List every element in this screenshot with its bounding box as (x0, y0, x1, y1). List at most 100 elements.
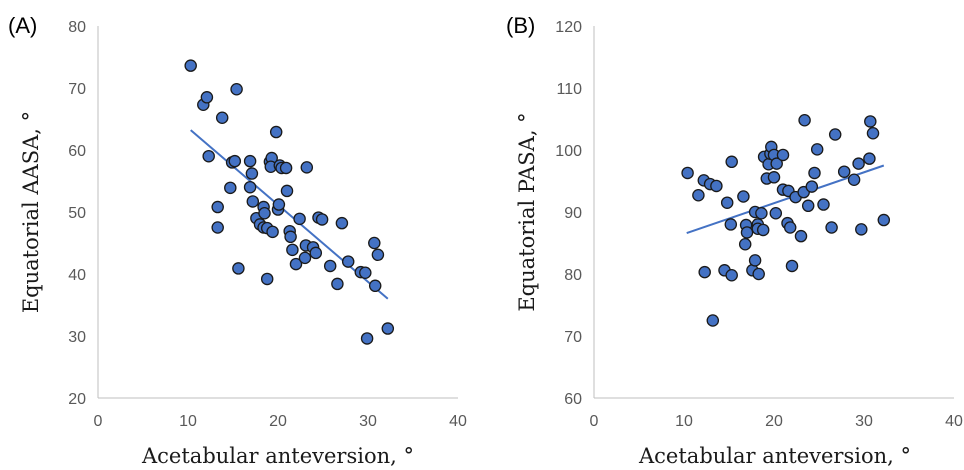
panel-b-data-point (755, 206, 768, 220)
panel-b-y-tick-label: 100 (555, 143, 582, 160)
panel-b-x-axis-title: Acetabular anteversion, ° (638, 444, 911, 468)
panel-b-data-point (710, 179, 723, 193)
panel-a-data-point (269, 125, 283, 139)
panel-a-x-axis-title: Acetabular anteversion, ° (141, 444, 414, 468)
panel-a-y-tick-label: 50 (68, 205, 86, 222)
panel-b-data-point (767, 171, 781, 184)
panel-b-data-point (828, 128, 842, 141)
panel-a-data-point (289, 257, 303, 271)
panel-b-data-point (785, 259, 799, 273)
panel-b-data-point (770, 157, 783, 170)
panel-b-data-point (847, 173, 861, 187)
panel-a-data-point (368, 236, 381, 250)
panel-b-data-point (756, 223, 770, 237)
panel-b-data-point (794, 229, 808, 243)
panel-b-data-point (681, 166, 694, 180)
panel-b-data-point (864, 115, 877, 128)
panel-a-data-point (315, 213, 329, 226)
panel-a-x-tick-label: 10 (179, 413, 197, 430)
panel-b-data-point (725, 155, 738, 169)
panel-b-y-tick-label: 80 (564, 267, 582, 284)
panel-a-data-point (232, 262, 245, 275)
panel-b: (B) Acetabular anteversion, ° Equatorial… (506, 13, 963, 468)
panel-b-label: (B) (506, 13, 535, 38)
panel-b-data-point (837, 165, 851, 178)
panel-b-data-point (692, 189, 705, 202)
panel-a-label: (A) (8, 13, 37, 38)
panel-b-data-point (798, 113, 811, 127)
panel-a-data-point (211, 221, 224, 234)
panel-b-data-point (863, 152, 876, 165)
panel-a-x-tick-label: 20 (269, 413, 287, 430)
panel-a-data-point (272, 198, 286, 211)
panel-b-data-point (738, 237, 752, 251)
panel-a-data-point (323, 259, 337, 273)
panel-a-data-point (341, 255, 355, 268)
panel-a-data-point (243, 154, 257, 168)
panel-b-y-tick-label: 70 (564, 329, 582, 346)
panel-b-data-point (810, 143, 824, 156)
panel-b-data-point (737, 190, 750, 203)
panel-a-data-point (243, 180, 257, 194)
panel-b-data-point (855, 223, 868, 236)
panel-b-x-tick-label: 30 (855, 413, 873, 430)
panel-a-y-tick-label: 70 (68, 81, 86, 98)
panel-b-x-tick-label: 40 (945, 413, 963, 430)
panel-a-y-tick-label: 20 (68, 391, 86, 408)
panel-b-data-point (725, 268, 738, 282)
panel-a-y-tick-label: 80 (68, 19, 86, 36)
panel-a-data-point (202, 149, 215, 163)
panel-b-data-point (825, 221, 838, 234)
panel-b-y-axis-title: Equatorial PASA, ° (515, 112, 539, 311)
panel-a-data-point (215, 111, 229, 125)
panel-b-data-point (801, 199, 815, 213)
panel-a-data-point (359, 266, 372, 280)
panel-a-data-point (381, 322, 395, 335)
panel-b-data-point (720, 196, 734, 209)
panel-a-data-point (228, 154, 242, 168)
panel-b-y-tick-label: 60 (564, 391, 582, 408)
panel-a-x-tick-label: 40 (449, 413, 467, 430)
panel-b-data-point (877, 213, 891, 227)
panel-a-data-point (266, 225, 279, 239)
panel-a-y-tick-label: 40 (68, 267, 86, 284)
panel-a-y-tick-label: 60 (68, 143, 86, 160)
panel-b-y-tick-label: 110 (556, 81, 582, 98)
panel-b-data-point (805, 180, 819, 193)
panel-b-data-point (740, 226, 754, 239)
panel-a-data-point (280, 184, 294, 198)
panel-b-data-point (852, 157, 865, 170)
panel-a-data-point (300, 161, 314, 174)
panel-b-data-point (752, 267, 765, 281)
panel-a-data-point (368, 279, 382, 293)
panel-b-y-tick-label: 120 (555, 19, 582, 36)
panel-a-data-point (245, 167, 259, 180)
panel-a-data-point (279, 161, 293, 175)
panel-b-data-point (724, 218, 738, 231)
panel-a-data-point (335, 216, 349, 230)
panel-a-data-point (293, 212, 306, 226)
panel-a-data-point (284, 230, 297, 244)
panel-b-x-tick-label: 20 (765, 413, 783, 430)
panel-b-data-point (808, 166, 821, 180)
panel-b-data-point (776, 148, 790, 162)
panel-a-data-point (230, 82, 243, 96)
panel-b-data-point (866, 127, 880, 140)
panel-a-y-tick-label: 30 (68, 329, 86, 346)
panel-b-data-point (769, 206, 783, 220)
panel-a-data-point (246, 195, 260, 208)
panel-b-x-tick-label: 0 (590, 413, 599, 430)
panel-a-data-point (258, 206, 271, 220)
panel-b-data-point (783, 221, 797, 234)
panel-b-x-tick-label: 10 (675, 413, 693, 430)
panel-a-data-point (371, 248, 385, 262)
panel-b-data-point (698, 265, 711, 279)
panel-a-x-tick-label: 0 (94, 413, 103, 430)
panel-a-data-point (260, 272, 274, 286)
panel-a-data-point (286, 243, 299, 257)
panel-a-x-tick-label: 30 (359, 413, 377, 430)
panel-b-data-point (706, 314, 720, 327)
panel-a-data-point (298, 251, 312, 265)
panel-a-data-point (211, 200, 224, 214)
panel-a-data-point (224, 181, 237, 195)
